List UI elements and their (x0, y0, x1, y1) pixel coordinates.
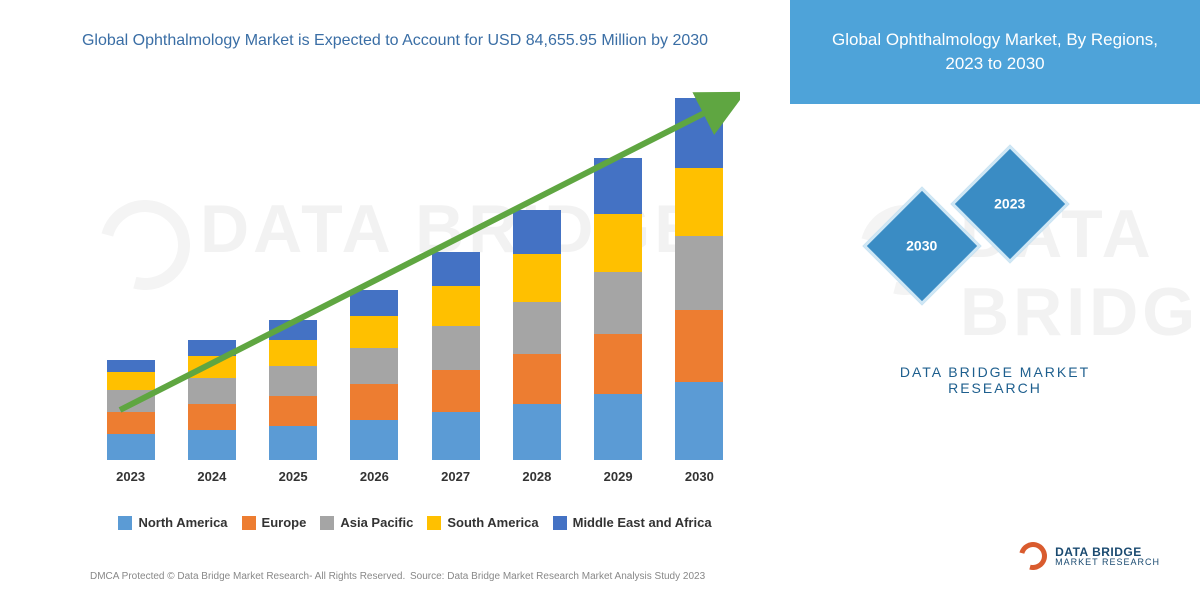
bar-segment (350, 348, 398, 384)
legend-swatch (242, 516, 256, 530)
chart-panel: Global Ophthalmology Market is Expected … (0, 0, 790, 600)
bar-segment (432, 252, 480, 286)
bar-segment (513, 254, 561, 302)
bar-segment (188, 404, 236, 430)
bar-segment (432, 286, 480, 326)
x-axis-label: 2027 (432, 469, 480, 484)
right-panel: Global Ophthalmology Market, By Regions,… (790, 0, 1200, 600)
bar-segment (350, 420, 398, 460)
diamond-2023-label: 2023 (994, 196, 1025, 212)
bar-segment (350, 290, 398, 316)
legend-item: Europe (242, 515, 307, 530)
bar-segment (513, 354, 561, 404)
chart-title: Global Ophthalmology Market is Expected … (0, 0, 790, 62)
diamond-2030-label: 2030 (906, 238, 937, 254)
x-axis-label: 2026 (350, 469, 398, 484)
bar-segment (675, 310, 723, 382)
legend-swatch (118, 516, 132, 530)
bar-stack (432, 252, 480, 460)
bar-segment (594, 394, 642, 460)
bar-segment (594, 272, 642, 334)
x-axis-label: 2029 (594, 469, 642, 484)
bar-segment (107, 390, 155, 412)
x-axis-label: 2028 (513, 469, 561, 484)
bar-stack (675, 98, 723, 460)
legend-label: Asia Pacific (340, 515, 413, 530)
legend-item: North America (118, 515, 227, 530)
bottom-logo: DATA BRIDGE MARKET RESEARCH (1019, 542, 1160, 570)
logo-mark-icon (1014, 537, 1052, 575)
bar-segment (432, 370, 480, 412)
x-axis-labels: 2023 2024 2025 2026 2027 2028 2029 2030 (90, 469, 740, 484)
brand-text: DATA BRIDGE MARKET RESEARCH (790, 364, 1200, 396)
bar-segment (269, 366, 317, 396)
bar-segment (594, 214, 642, 272)
bar-segment (513, 302, 561, 354)
x-axis-label: 2024 (188, 469, 236, 484)
year-diamonds: 2030 2023 (790, 124, 1200, 324)
bar-stack (350, 290, 398, 460)
bar-segment (594, 158, 642, 214)
bar-segment (188, 378, 236, 404)
bar-stack (107, 360, 155, 460)
bar-segment (350, 384, 398, 420)
legend: North America Europe Asia Pacific South Ame… (90, 515, 740, 530)
chart-area: 20232024202520262027202820292030 (90, 90, 740, 460)
bars-container (90, 90, 740, 460)
legend-item: Asia Pacific (320, 515, 413, 530)
x-axis-label: 2023 (107, 469, 155, 484)
bar-segment (432, 412, 480, 460)
brand-line1: DATA BRIDGE MARKET (790, 364, 1200, 380)
logo-text: DATA BRIDGE MARKET RESEARCH (1055, 546, 1160, 567)
legend-item: Middle East and Africa (553, 515, 712, 530)
bar-segment (350, 316, 398, 348)
legend-item: South America (427, 515, 538, 530)
legend-label: Middle East and Africa (573, 515, 712, 530)
brand-line2: RESEARCH (790, 380, 1200, 396)
bar-segment (107, 360, 155, 372)
bar-segment (675, 98, 723, 168)
bar-stack (269, 320, 317, 460)
legend-label: South America (447, 515, 538, 530)
bar-segment (107, 412, 155, 434)
bar-segment (188, 356, 236, 378)
bar-segment (675, 236, 723, 310)
legend-swatch (427, 516, 441, 530)
footer-copyright: DMCA Protected © Data Bridge Market Rese… (90, 571, 405, 582)
bar-segment (675, 168, 723, 236)
bar-segment (513, 210, 561, 254)
logo-text-bottom: MARKET RESEARCH (1055, 558, 1160, 567)
legend-label: North America (138, 515, 227, 530)
bar-segment (107, 372, 155, 390)
legend-swatch (320, 516, 334, 530)
bar-segment (188, 340, 236, 356)
bar-segment (594, 334, 642, 394)
bar-segment (432, 326, 480, 370)
bar-segment (107, 434, 155, 460)
logo-text-top: DATA BRIDGE (1055, 546, 1160, 558)
legend-label: Europe (262, 515, 307, 530)
bar-segment (269, 426, 317, 460)
bar-segment (269, 340, 317, 366)
bar-stack (594, 158, 642, 460)
legend-swatch (553, 516, 567, 530)
x-axis-label: 2025 (269, 469, 317, 484)
bar-stack (513, 210, 561, 460)
bar-segment (269, 320, 317, 340)
x-axis-label: 2030 (675, 469, 723, 484)
bar-stack (188, 340, 236, 460)
right-header: Global Ophthalmology Market, By Regions,… (790, 0, 1200, 104)
bar-segment (513, 404, 561, 460)
bar-segment (269, 396, 317, 426)
bar-segment (675, 382, 723, 460)
footer-source: Source: Data Bridge Market Research Mark… (410, 571, 705, 582)
bar-segment (188, 430, 236, 460)
